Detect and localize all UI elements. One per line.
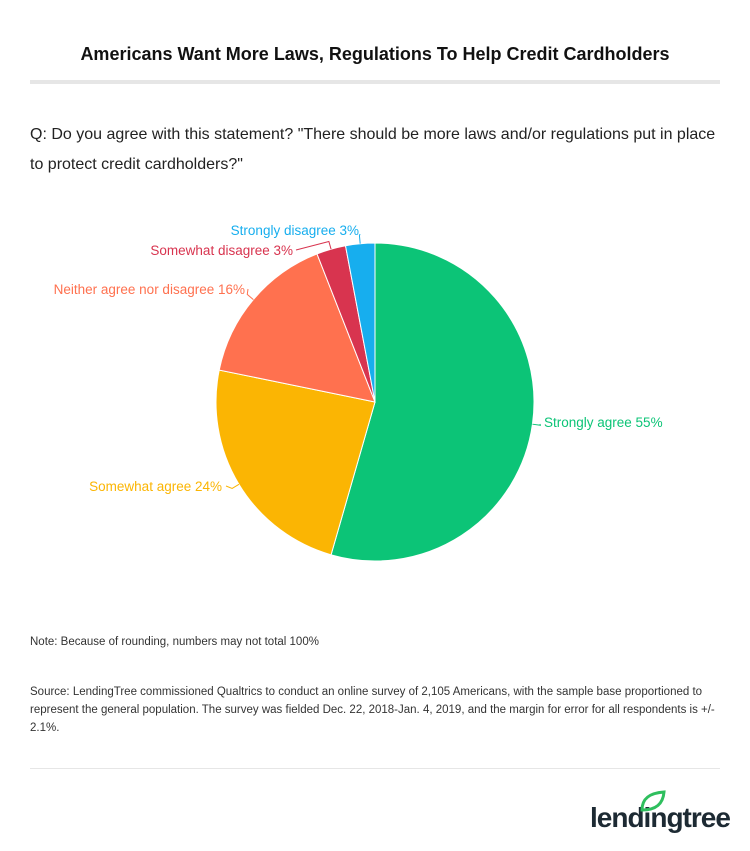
source-text: Source: LendingTree commissioned Qualtri… [30, 686, 715, 734]
footer-divider [30, 768, 720, 769]
chart-title: Americans Want More Laws, Regulations To… [80, 44, 670, 64]
rounding-note: Note: Because of rounding, numbers may n… [30, 636, 319, 648]
lendingtree-logo: lendingtree [590, 790, 731, 834]
title-divider [30, 80, 720, 84]
slice-label: Strongly disagree 3% [231, 223, 359, 238]
slice-label: Somewhat agree 24% [89, 479, 222, 494]
leader-line [532, 423, 542, 426]
slice-label: Neither agree nor disagree 16% [54, 282, 245, 297]
leader-line [295, 240, 332, 251]
survey-question: Q: Do you agree with this statement? "Th… [30, 126, 716, 173]
slice-label: Strongly agree 55% [544, 415, 663, 430]
logo-wordmark: lendingtree [590, 802, 731, 833]
leader-line [246, 288, 254, 300]
leader-line [225, 483, 240, 490]
pie-chart: Strongly agree 55% Somewhat agree 24% Neit… [54, 223, 663, 562]
pie-slice-somewhat-agree [215, 369, 376, 556]
pie-slice-neither-agree-nor-disagree [218, 253, 376, 403]
leader-line [358, 233, 361, 244]
slice-label: Somewhat disagree 3% [150, 243, 293, 258]
pie-slice-strongly-disagree [344, 242, 376, 403]
leaf-icon [640, 790, 666, 812]
